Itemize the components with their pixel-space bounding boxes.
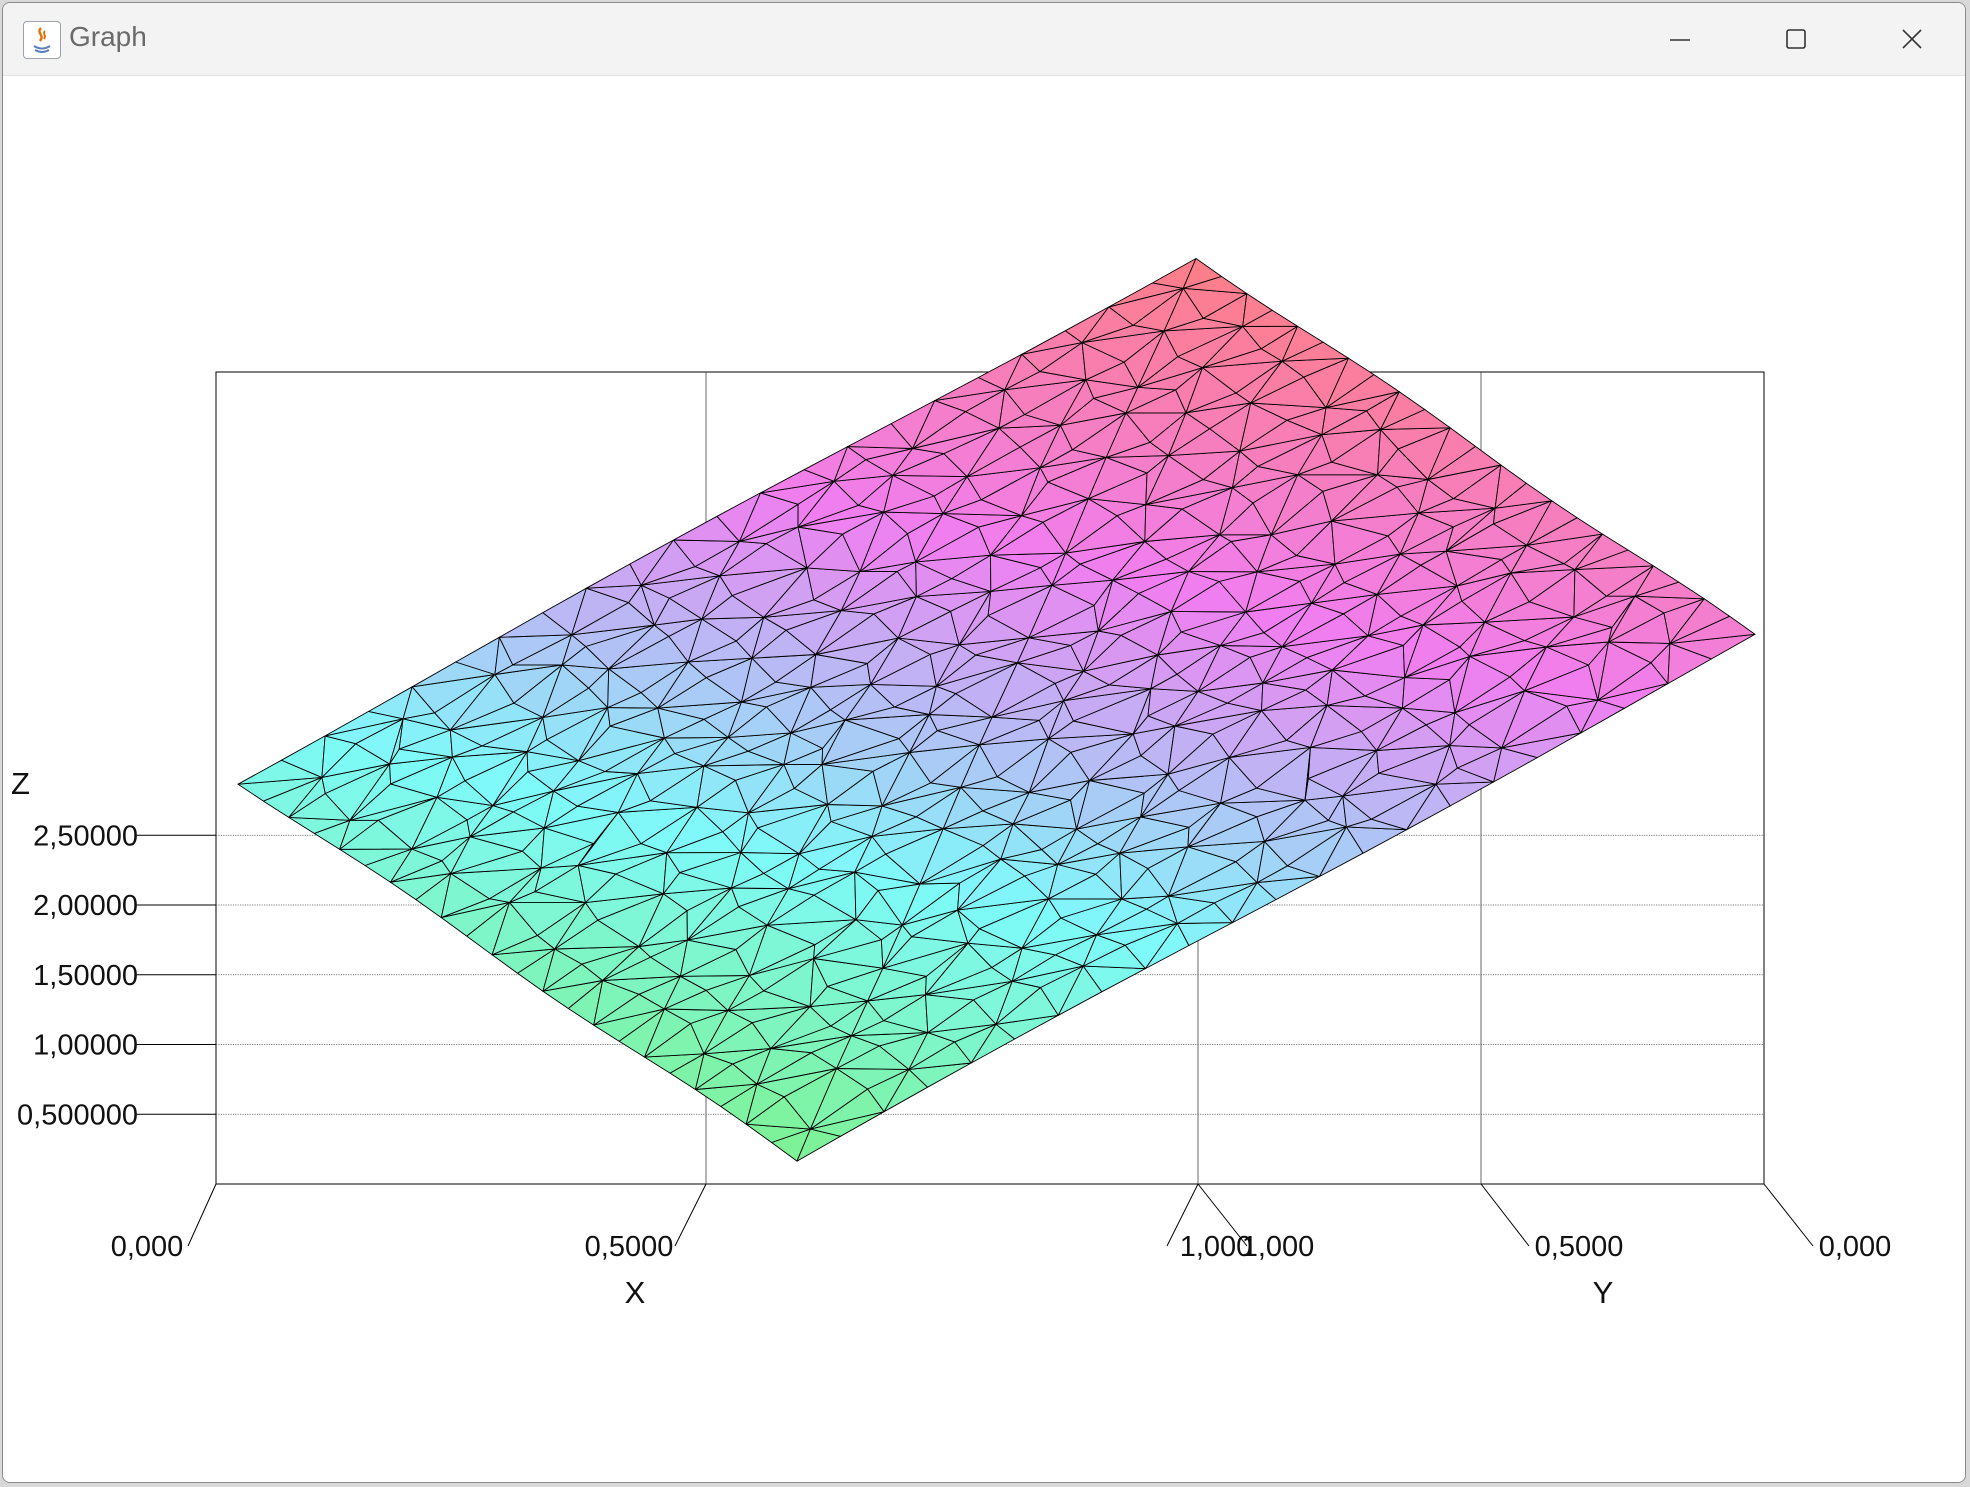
y-tick [1480, 1183, 1530, 1247]
java-icon [23, 21, 61, 59]
x-tick-label: 0,5000 [585, 1231, 674, 1263]
window-title: Graph [69, 21, 147, 52]
x-axis-label: X [625, 1275, 646, 1310]
z-tick-label: 0,500000 [17, 1099, 138, 1131]
mesh-triangle [1574, 533, 1629, 571]
x-tick [187, 1183, 217, 1247]
z-axis-label: Z [11, 766, 30, 801]
y-tick-label: 0,5000 [1535, 1231, 1624, 1263]
mesh-triangle [1380, 391, 1426, 430]
z-tick-label: 1,50000 [33, 960, 138, 992]
z-tick-label: 2,50000 [33, 820, 138, 852]
mesh-triangle [1494, 464, 1527, 509]
y-axis-label: Y [1593, 1275, 1614, 1310]
z-tick-label: 1,00000 [33, 1030, 138, 1062]
mesh-triangle [1325, 357, 1375, 409]
x-tick [674, 1183, 707, 1247]
mesh-triangle [1669, 598, 1731, 644]
mesh-triangle [1634, 565, 1680, 597]
x-tick [1166, 1183, 1199, 1247]
mesh-triangle [1526, 500, 1578, 546]
minimize-icon [1670, 39, 1690, 41]
y-tick [1197, 1183, 1248, 1247]
surface-mesh [237, 258, 1756, 1162]
surface-plot[interactable]: 0,500000 1,00000 1,50000 2,00000 2,50000 0,00… [3, 76, 1966, 1481]
y-tick-label: 1,000 [1242, 1231, 1315, 1263]
plot-area[interactable]: 0,500000 1,00000 1,50000 2,00000 2,50000 0,00… [3, 76, 1965, 1482]
maximize-button[interactable] [1761, 19, 1831, 59]
x-tick-label: 1,000 [1180, 1231, 1253, 1263]
close-button[interactable] [1877, 19, 1947, 59]
mesh-triangle [1427, 427, 1476, 480]
minimize-button[interactable] [1645, 19, 1715, 59]
y-tick [1763, 1183, 1814, 1247]
maximize-icon [1786, 29, 1806, 49]
y-tick-label: 0,000 [1819, 1231, 1892, 1263]
mesh-triangle [1182, 258, 1222, 289]
mesh-triangle [1242, 293, 1273, 327]
title-bar[interactable]: Graph [3, 3, 1965, 76]
x-tick-label: 0,000 [111, 1231, 184, 1263]
mesh-triangle [1281, 325, 1324, 362]
close-icon [1902, 29, 1922, 49]
z-tick-label: 2,00000 [33, 890, 138, 922]
